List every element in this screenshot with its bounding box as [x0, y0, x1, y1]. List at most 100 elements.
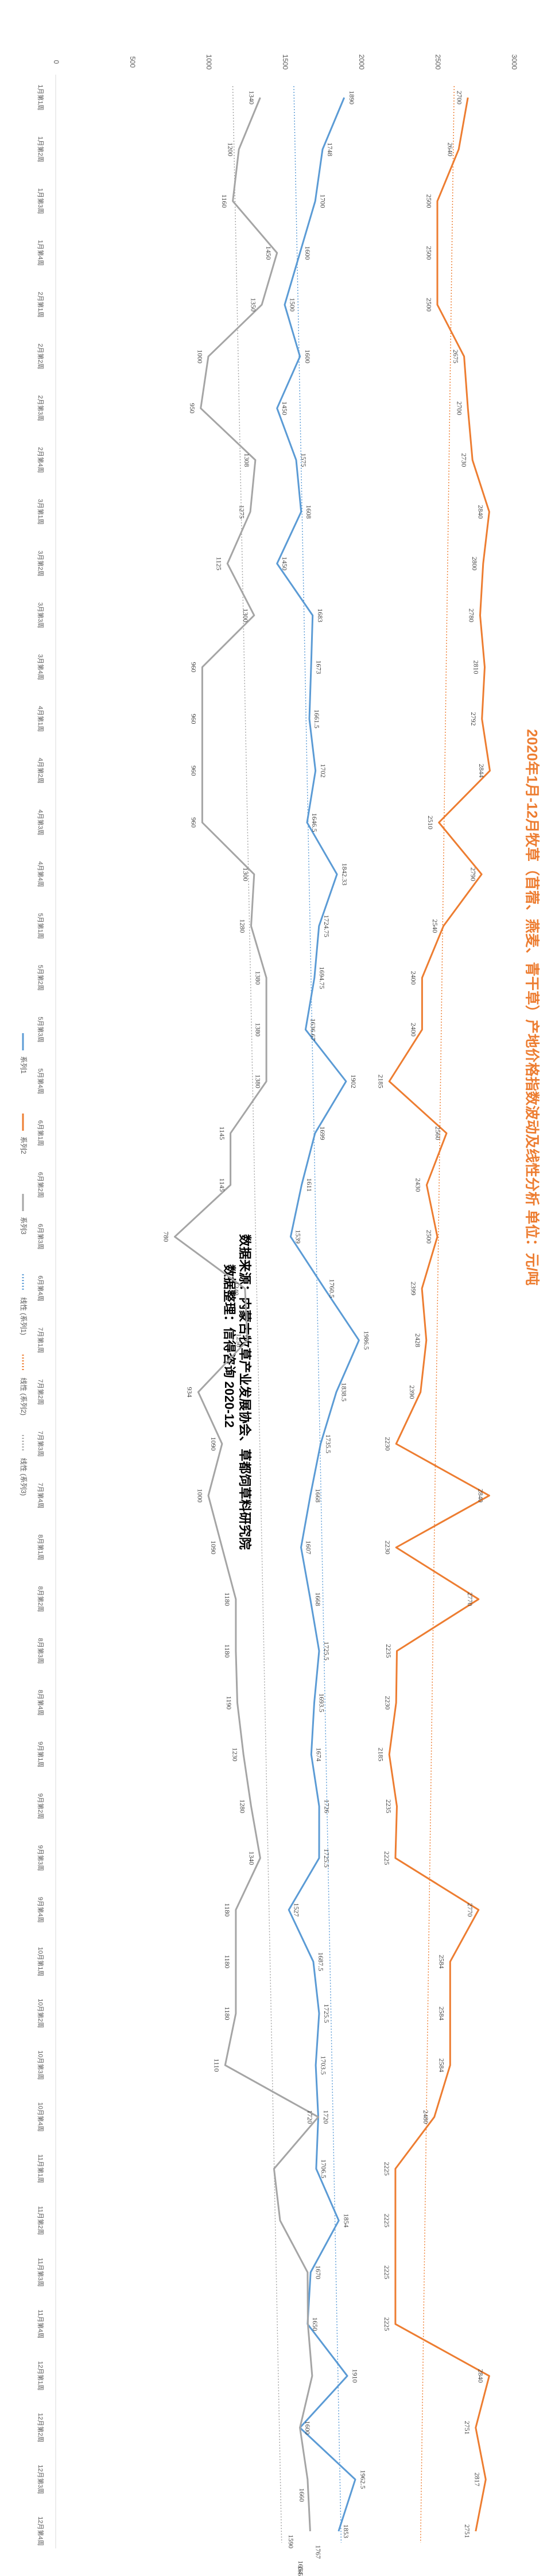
data-label-系列2: 2584: [438, 1955, 446, 1969]
data-label-系列3: 1145: [218, 1178, 226, 1192]
category-axis-label: 9月第2周: [37, 1793, 45, 1819]
data-label-系列1: 1962.5: [359, 2470, 367, 2489]
category-axis-label: 2月第1周: [37, 292, 45, 317]
trendline-线性 (系列3): [232, 86, 282, 2543]
data-label-系列3: 1180: [223, 1592, 231, 1606]
data-label-系列3: 1090: [209, 1541, 218, 1554]
category-axis-label: 12月第1周: [37, 2361, 45, 2391]
data-label-系列1: 1724.75: [323, 915, 331, 937]
data-label-系列1: 1646.5: [311, 813, 319, 832]
data-label-系列2: 2730: [460, 453, 468, 467]
data-label-系列3: 1450: [265, 246, 273, 260]
data-label-系列3: 1280: [239, 1799, 247, 1813]
category-axis-label: 6月第2周: [37, 1172, 45, 1198]
data-label-系列3: 1280: [239, 919, 247, 933]
category-axis-label: 11月第4周: [37, 2310, 45, 2339]
category-axis-label: 1月第4周: [37, 240, 45, 266]
data-label-系列1: 1683: [316, 608, 324, 622]
category-axis-label: 6月第1周: [37, 1120, 45, 1146]
category-axis-label: 4月第1周: [37, 706, 45, 732]
category-axis-label: 9月第4周: [37, 1897, 45, 1923]
extra-data-label-系列1: 1660: [298, 2488, 306, 2502]
data-compiler-note: 数据整理：信得咨询 2020-12: [222, 1264, 236, 1428]
data-label-系列2: 2510: [426, 816, 434, 829]
data-label-系列1: 1450: [281, 401, 289, 415]
data-label-系列2: 2225: [383, 1851, 391, 1865]
data-label-系列3: 934: [186, 1387, 194, 1397]
data-label-系列1: 1986.5: [363, 1331, 371, 1350]
data-label-系列2: 2400: [410, 971, 418, 985]
data-label-系列3: 1240: [232, 1282, 240, 1295]
data-label-系列2: 2230: [383, 1541, 391, 1554]
data-label-系列2: 2225: [383, 2265, 391, 2279]
category-axis-label: 8月第4周: [37, 1690, 45, 1716]
category-axis-label: 7月第3周: [37, 1431, 45, 1457]
data-label-系列2: 2480: [422, 2110, 430, 2124]
data-label-系列1: 1500: [288, 298, 296, 312]
data-label-系列3: 1380: [254, 1023, 262, 1037]
data-label-系列3: 1380: [254, 1074, 262, 1088]
data-label-系列1: 1539: [294, 1230, 302, 1244]
data-label-系列3: 1256: [235, 1333, 243, 1347]
data-label-系列1: 1575: [300, 453, 308, 467]
category-axis-label: 3月第2周: [37, 550, 45, 576]
data-label-系列3: 1380: [254, 971, 262, 985]
extra-data-label-系列1: 1652: [297, 2566, 305, 2576]
category-axis-label: 10月第2周: [37, 1999, 45, 2028]
data-label-系列1: 1674: [315, 1748, 323, 1762]
data-label-系列1: 1608: [305, 505, 313, 519]
value-axis-tick-label: 500: [129, 56, 137, 68]
category-axis-label: 4月第3周: [37, 809, 45, 835]
chart-title: 2020年1月-12月牧草（苜蓿、燕麦、青干草）产地价格指数波动及线性分析 单位…: [523, 729, 540, 1286]
data-label-系列3: 1340: [248, 91, 256, 104]
data-label-系列3: 1350: [249, 298, 257, 312]
data-label-系列1: 1726: [323, 1799, 331, 1813]
data-label-系列1: 1910: [351, 2369, 359, 2383]
data-label-系列1: 1661.5: [313, 709, 321, 728]
data-label-系列2: 2840: [477, 2369, 485, 2383]
data-label-系列2: 2792: [469, 712, 478, 726]
data-label-系列3: 1160: [220, 195, 228, 208]
category-axis-label: 3月第4周: [37, 654, 45, 680]
data-label-系列1: 1725.5: [323, 2004, 331, 2023]
data-label-系列2: 2844: [478, 764, 486, 778]
data-label-系列3: 1110: [213, 2059, 221, 2072]
data-label-系列1: 1527: [292, 1903, 300, 1917]
legend-label: 线性 (系列2): [20, 1378, 28, 1415]
data-label-系列3: 960: [190, 766, 198, 776]
category-axis-label: 11月第1周: [37, 2154, 45, 2183]
data-label-系列1: 1838.5: [340, 1383, 348, 1402]
category-axis-label: 2月第4周: [37, 447, 45, 473]
data-label-系列1: 1842.33: [340, 863, 348, 886]
data-label-系列2: 2230: [383, 1696, 391, 1710]
data-label-系列2: 2840: [477, 1489, 485, 1503]
extra-data-label-系列1: 1590: [287, 2535, 295, 2548]
data-label-系列1: 1706.5: [320, 2159, 328, 2178]
data-label-系列3: 1720: [306, 2110, 314, 2124]
data-label-系列3: 1308: [243, 453, 251, 467]
value-axis-tick-label: 2000: [358, 55, 366, 70]
data-label-系列1: 1725.5: [323, 1642, 331, 1661]
legend-label: 线性 (系列3): [20, 1458, 28, 1496]
category-axis-label: 5月第2周: [37, 965, 45, 991]
category-axis-label: 10月第1周: [37, 1947, 45, 1976]
data-label-系列2: 2500: [425, 1230, 433, 1244]
data-label-系列1: 1611: [305, 1178, 313, 1192]
data-label-系列1: 1673: [315, 660, 323, 674]
data-label-系列2: 2751: [463, 2421, 471, 2435]
category-axis-label: 5月第3周: [37, 1017, 45, 1042]
data-label-系列2: 2500: [425, 194, 433, 208]
data-label-系列2: 2700: [455, 401, 463, 415]
value-axis-tick-label: 1500: [281, 55, 289, 70]
data-label-系列2: 2810: [472, 660, 480, 674]
data-label-系列1: 1694.75: [318, 967, 326, 989]
data-label-系列1: 1760.5: [328, 1279, 336, 1298]
trendline-线性 (系列1): [293, 86, 342, 2543]
category-axis-label: 1月第2周: [37, 137, 45, 162]
category-axis-label: 11月第3周: [37, 2258, 45, 2287]
data-label-系列2: 2840: [477, 505, 485, 519]
value-axis-tick-label: 2500: [434, 55, 442, 70]
data-label-系列2: 2235: [385, 1799, 393, 1813]
data-label-系列2: 2235: [385, 1644, 393, 1658]
